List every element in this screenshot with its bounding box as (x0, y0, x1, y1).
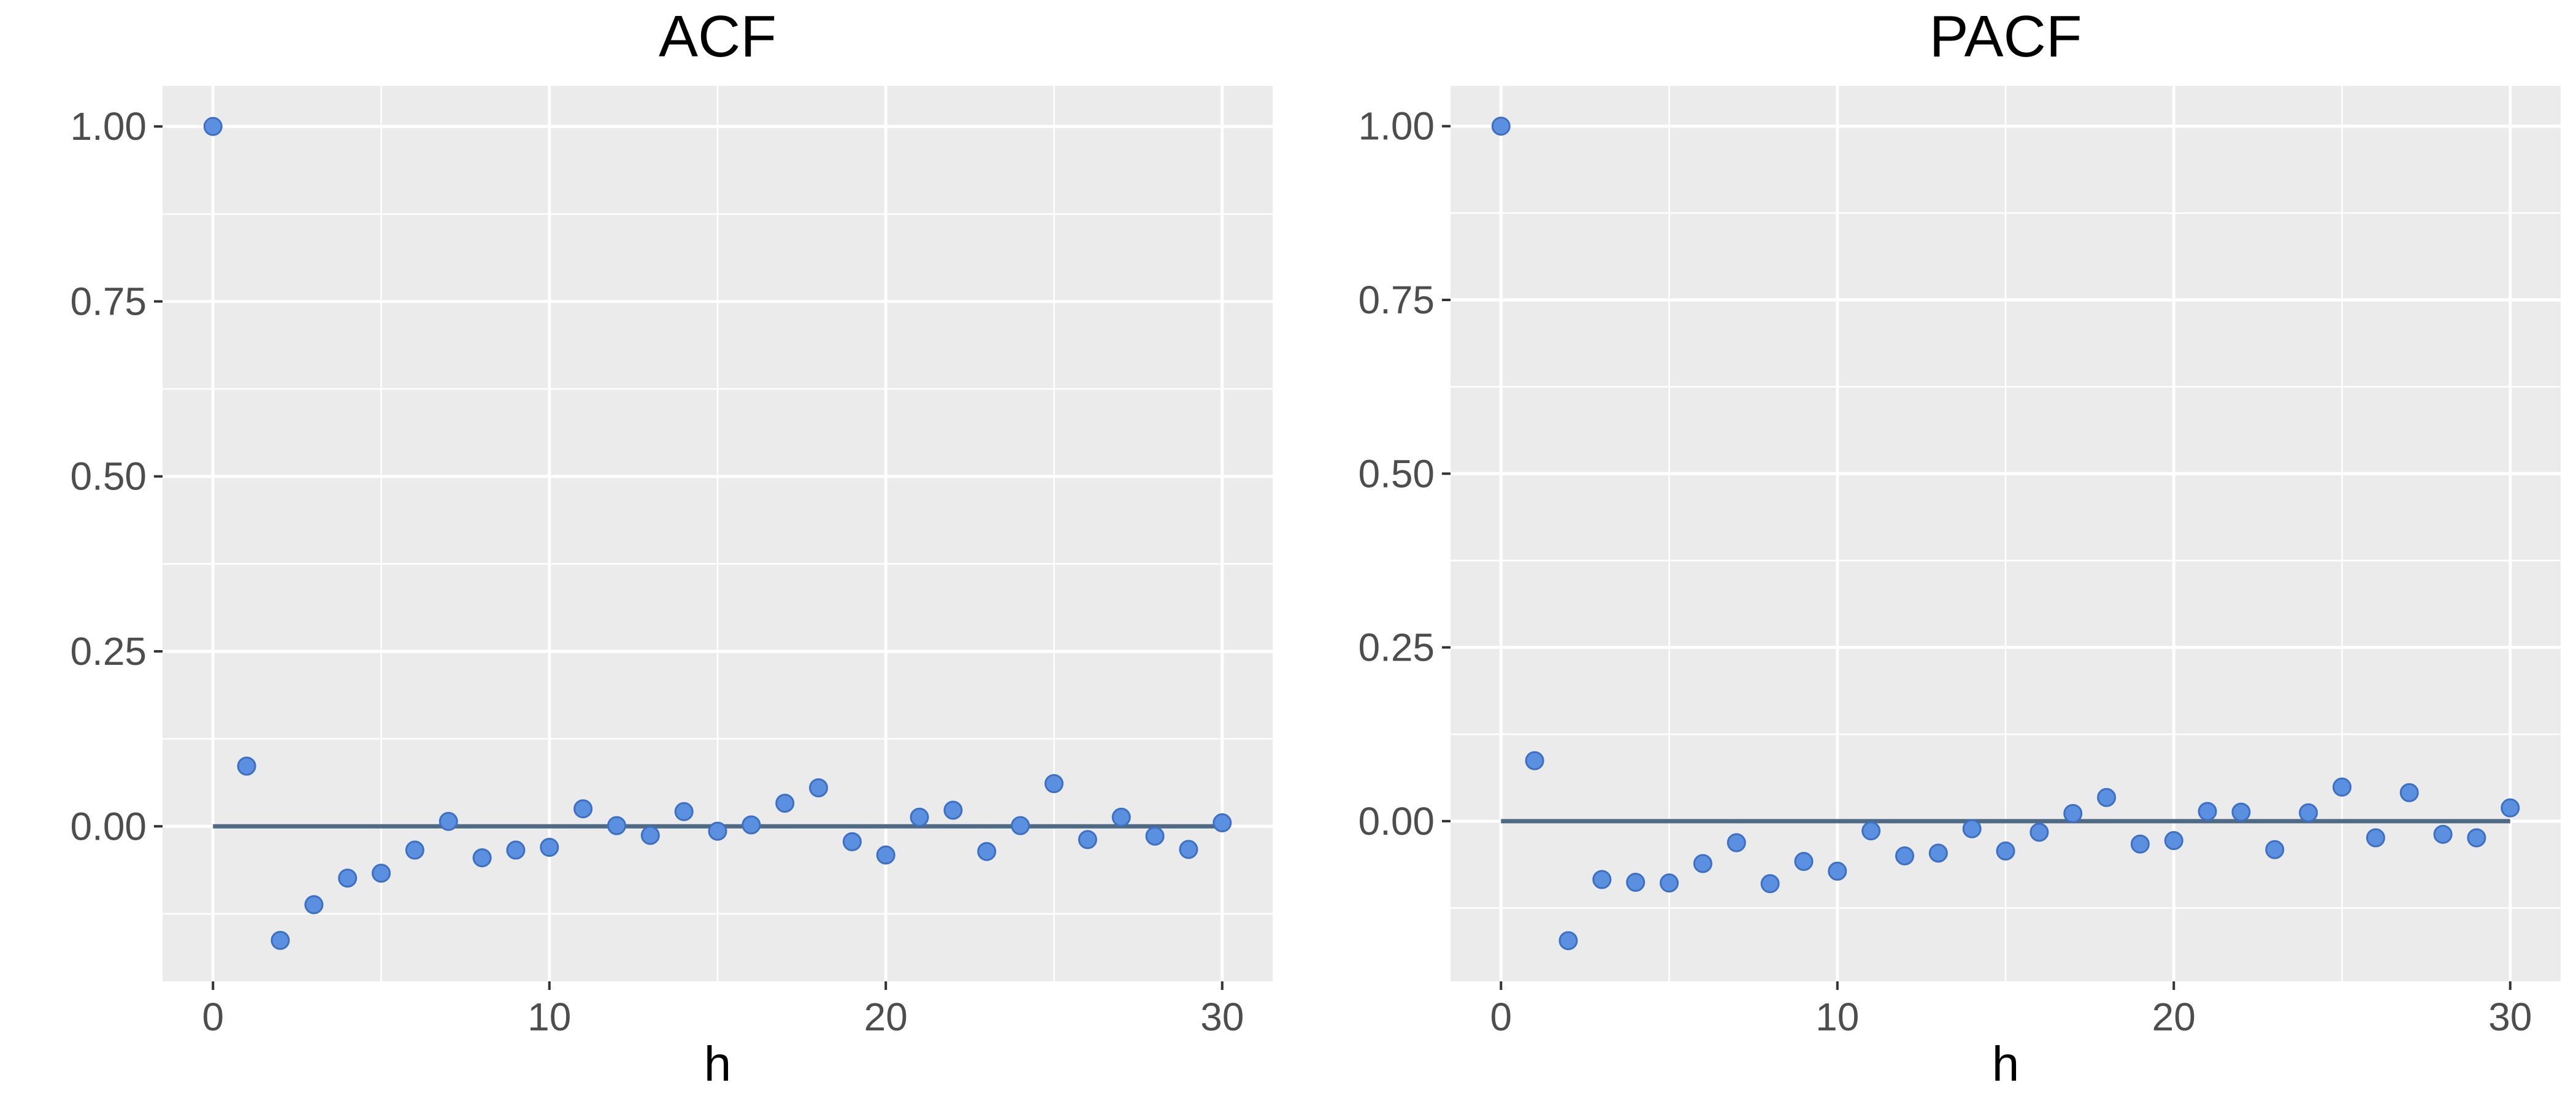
acf-data-point (1044, 774, 1064, 794)
acf-x-tick-label: 30 (1200, 995, 1244, 1039)
acf-data-point (674, 802, 694, 821)
acf-data-point (439, 811, 458, 831)
acf-data-point (338, 868, 358, 888)
pacf-data-point (2164, 831, 2183, 851)
pacf-y-tick-label: 0.00 (1358, 799, 1435, 843)
pacf-data-point (1491, 117, 1511, 136)
acf-data-point (640, 826, 660, 845)
acf-data-point (270, 930, 290, 950)
acf-data-point (203, 117, 223, 136)
acf-data-point (1179, 840, 1198, 859)
acf-x-tick-label: 20 (864, 995, 908, 1039)
pacf-x-tick-label: 10 (1815, 995, 1859, 1039)
pacf-data-point (1928, 843, 1948, 863)
acf-data-point (1111, 807, 1131, 827)
pacf-data-point (1660, 873, 1679, 893)
acf-panel: 0.00 0.25 0.50 0.75 1.00 0 10 20 30 ACF h (70, 4, 1273, 1091)
pacf-title: PACF (1930, 4, 2082, 69)
acf-data-point (506, 840, 526, 860)
pacf-data-point (1727, 833, 1746, 853)
pacf-data-point (1760, 874, 1780, 894)
acf-data-point (573, 799, 593, 819)
pacf-data-point (1828, 861, 1847, 881)
pacf-y-tick-label: 0.25 (1358, 626, 1435, 670)
acf-data-point (1078, 830, 1097, 849)
acf-y-tick-label: 0.50 (70, 454, 147, 499)
acf-data-point (304, 895, 324, 914)
pacf-data-point (2097, 788, 2117, 807)
acf-data-point (1213, 813, 1232, 833)
acf-data-point (1011, 816, 1030, 835)
pacf-data-point (1592, 870, 1612, 889)
pacf-x-tick-label: 30 (2488, 995, 2532, 1039)
pacf-x-tick-label: 0 (1490, 995, 1512, 1039)
acf-data-point (372, 864, 391, 883)
acf-y-tick-label: 0.00 (70, 804, 147, 848)
pacf-data-point (1525, 751, 1544, 770)
pacf-panel: 0.00 0.25 0.50 0.75 1.00 0 10 20 30 PACF h (1358, 4, 2561, 1091)
acf-x-axis-label: h (704, 1037, 732, 1091)
acf-title: ACF (659, 4, 776, 69)
pacf-y-tick-label: 0.50 (1358, 451, 1435, 496)
pacf-data-point (2366, 828, 2385, 848)
acf-data-point (742, 815, 761, 835)
acf-y-tick-label: 0.75 (70, 279, 147, 323)
acf-y-tick-label: 0.25 (70, 629, 147, 673)
acf-data-point (405, 840, 424, 860)
pacf-data-point (1794, 852, 1814, 872)
pacf-data-point (2265, 840, 2285, 859)
pacf-data-point (2332, 777, 2352, 797)
pacf-data-point (2231, 802, 2251, 822)
pacf-data-point (2433, 824, 2453, 844)
acf-y-tick-label: 1.00 (70, 104, 147, 148)
acf-data-point (775, 794, 795, 813)
acf-x-tick-label: 0 (202, 995, 224, 1039)
pacf-data-point (1558, 931, 1578, 951)
acf-data-point (809, 778, 829, 797)
pacf-x-tick-label: 20 (2152, 995, 2196, 1039)
pacf-data-point (1962, 819, 1982, 838)
pacf-data-point (1861, 821, 1881, 841)
acf-data-point (708, 821, 727, 841)
pacf-data-point (1693, 854, 1712, 873)
pacf-data-point (2198, 802, 2217, 821)
pacf-y-tick-label: 0.75 (1358, 278, 1435, 322)
pacf-data-point (2063, 803, 2083, 823)
acf-data-point (472, 848, 492, 868)
pacf-data-point (2130, 834, 2150, 854)
acf-data-point (842, 832, 862, 851)
acf-data-point (977, 841, 997, 861)
pacf-data-point (2399, 783, 2419, 802)
pacf-data-point (2299, 803, 2318, 822)
pacf-data-point (2467, 828, 2486, 848)
pacf-x-axis-label: h (1992, 1037, 2020, 1091)
acf-data-point (910, 807, 929, 827)
pacf-data-point (2030, 822, 2049, 842)
acf-data-point (1145, 826, 1165, 846)
acf-x-tick-label: 10 (527, 995, 571, 1039)
acf-data-point (540, 837, 559, 857)
acf-data-point (943, 800, 963, 820)
pacf-data-point (1996, 841, 2015, 861)
pacf-data-point (1895, 846, 1914, 865)
acf-data-point (876, 845, 895, 865)
pacf-data-point (2501, 798, 2520, 818)
pacf-y-tick-label: 1.00 (1358, 104, 1435, 148)
pacf-data-point (1626, 873, 1646, 892)
acf-data-point (237, 756, 256, 776)
acf-data-point (607, 816, 626, 835)
